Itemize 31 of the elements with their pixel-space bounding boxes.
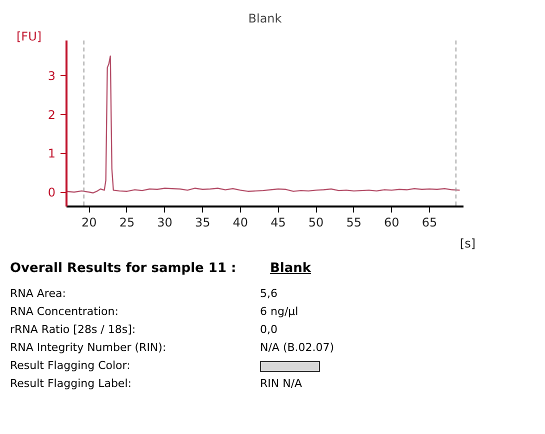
x-axis-title: [s] <box>460 236 476 250</box>
text: Blank <box>269 260 312 278</box>
text: 0,0 <box>260 322 278 338</box>
text: rRNA Ratio [28s / 18s]: <box>10 322 137 338</box>
text: 6 ng/µl <box>260 304 300 320</box>
text: Overall Results for sample 11 : <box>10 260 238 278</box>
x-tick-label: 20 <box>82 216 97 230</box>
y-tick-label: 3 <box>48 68 56 83</box>
y-axis-title: [FU] <box>16 30 42 44</box>
text: 5,6 <box>260 286 278 302</box>
x-tick-label: 25 <box>119 216 135 230</box>
x-tick-label: 55 <box>346 216 362 230</box>
x-tick-label: 50 <box>308 216 324 230</box>
text: Result Flagging Label: <box>10 376 132 392</box>
x-tick-label: 30 <box>157 216 172 230</box>
y-tick-label: 1 <box>48 146 56 161</box>
x-tick-label: 40 <box>232 216 248 230</box>
y-tick-label: 0 <box>48 186 56 200</box>
x-tick-label: 45 <box>270 216 286 230</box>
text: RNA Area: <box>10 286 67 302</box>
text: Result Flagging Color: <box>10 358 132 374</box>
y-tick-label: 2 <box>48 108 56 122</box>
text: N/A (B.02.07) <box>260 340 336 356</box>
text: RIN N/A <box>260 376 304 392</box>
x-tick-label: 60 <box>384 216 400 230</box>
x-tick-label: 35 <box>194 216 210 230</box>
chart-title: Blank <box>248 12 282 26</box>
text: RNA Integrity Number (RIN): <box>10 340 168 356</box>
x-tick-label: 65 <box>422 216 438 230</box>
text: RNA Concentration: <box>10 304 120 320</box>
line-series <box>66 55 460 194</box>
